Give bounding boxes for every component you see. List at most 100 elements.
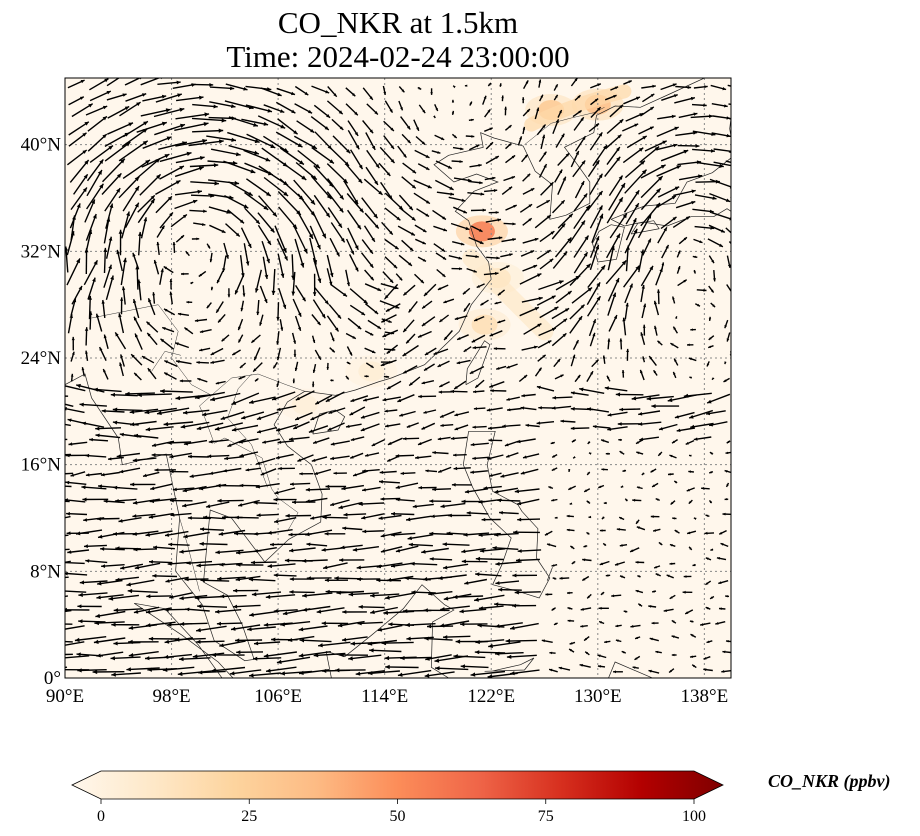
coastline-segment [608, 661, 654, 678]
wind-arrow [66, 512, 88, 516]
wind-arrow [276, 423, 299, 432]
wind-arrow [400, 116, 411, 130]
wind-arrow [228, 144, 260, 155]
wind-arrow [87, 133, 108, 152]
wind-arrow [386, 344, 399, 355]
wind-arrow [461, 559, 488, 564]
wind-arrow [706, 640, 713, 644]
wind-arrow [513, 530, 540, 535]
wind-arrow [107, 122, 134, 135]
wind-arrow [183, 531, 210, 539]
wind-arrow [682, 590, 693, 594]
wind-arrow [348, 253, 359, 272]
wind-arrow [163, 308, 176, 316]
wind-arrow [88, 295, 92, 320]
lon-tick-label: 130°E [574, 686, 622, 707]
wind-arrow [365, 362, 374, 369]
wind-arrow [416, 208, 430, 218]
wind-arrow [71, 103, 94, 118]
wind-arrow [436, 191, 455, 196]
wind-arrow [551, 332, 567, 347]
wind-arrow [345, 103, 359, 116]
wind-arrow [383, 375, 390, 378]
wind-arrow [258, 165, 289, 186]
wind-arrow [557, 109, 563, 118]
wind-arrow [330, 222, 346, 243]
wind-arrow [105, 203, 114, 229]
wind-arrow [381, 640, 414, 646]
wind-arrow [276, 302, 280, 321]
wind-arrow [463, 532, 490, 537]
wind-arrow [608, 182, 626, 211]
wind-arrow [68, 441, 88, 446]
lat-tick-label: 40°N [21, 135, 62, 156]
wind-arrow [616, 528, 626, 531]
wind-arrow [669, 594, 676, 600]
wind-arrow [488, 426, 506, 430]
wind-arrow [159, 165, 185, 180]
wind-arrow [241, 118, 269, 126]
wind-arrow [273, 573, 297, 578]
wind-arrow [477, 623, 505, 628]
wind-arrow [263, 135, 289, 153]
wind-arrow [500, 472, 519, 478]
wind-arrow [107, 456, 124, 461]
wind-arrow [654, 325, 658, 336]
wind-arrow [504, 106, 507, 116]
wind-arrow [464, 488, 489, 494]
wind-arrow [692, 563, 696, 567]
lat-tick-label: 24°N [21, 348, 62, 369]
wind-arrow [162, 666, 195, 672]
wind-arrow [641, 303, 647, 319]
wind-arrow [484, 108, 491, 118]
wind-arrow [703, 656, 711, 660]
wind-arrow [129, 408, 159, 414]
wind-arrow [520, 249, 535, 257]
wind-arrow [130, 353, 143, 366]
wind-arrow [713, 148, 731, 153]
wind-arrow [472, 346, 487, 350]
wind-arrow [196, 422, 224, 431]
wind-arrow [540, 181, 554, 196]
latitude-tick-labels: 0° 8°N 16°N 24°N 32°N 40°N [21, 135, 62, 689]
wind-arrow [183, 327, 194, 335]
wind-arrow [623, 96, 641, 105]
wind-arrow [615, 624, 622, 628]
wind-arrow [728, 241, 731, 245]
wind-arrow [646, 395, 674, 401]
wind-arrow [242, 285, 246, 297]
wind-arrow [630, 624, 641, 628]
wind-arrow [465, 254, 479, 259]
lon-tick-label: 90°E [46, 686, 84, 707]
wind-arrow [118, 517, 142, 523]
wind-arrow [718, 607, 726, 610]
wind-arrow [312, 273, 317, 297]
wind-arrow [660, 216, 677, 230]
wind-arrow [87, 115, 108, 132]
wind-vectors [65, 78, 731, 678]
wind-arrow [498, 587, 522, 592]
wind-arrow [437, 466, 452, 473]
wind-arrow [494, 651, 524, 656]
wind-arrow [601, 516, 605, 520]
wind-arrow [623, 80, 632, 85]
wind-arrow [65, 590, 87, 593]
wind-arrow [669, 454, 677, 459]
wind-arrow [169, 498, 193, 503]
wind-arrow [163, 265, 174, 274]
wind-arrow [501, 238, 516, 243]
wind-arrow [488, 641, 521, 649]
wind-arrow [256, 513, 279, 517]
wind-arrow [599, 529, 606, 532]
wind-arrow [640, 265, 654, 287]
wind-arrow [675, 85, 692, 89]
wind-arrow [186, 300, 193, 304]
wind-arrow [142, 94, 167, 102]
wind-arrow [651, 621, 659, 625]
wind-arrow [520, 406, 537, 411]
wind-arrow [170, 512, 192, 517]
wind-arrow [347, 227, 359, 251]
wind-arrow [275, 131, 303, 148]
wind-arrow [495, 580, 520, 585]
coastline-segment [65, 78, 705, 662]
